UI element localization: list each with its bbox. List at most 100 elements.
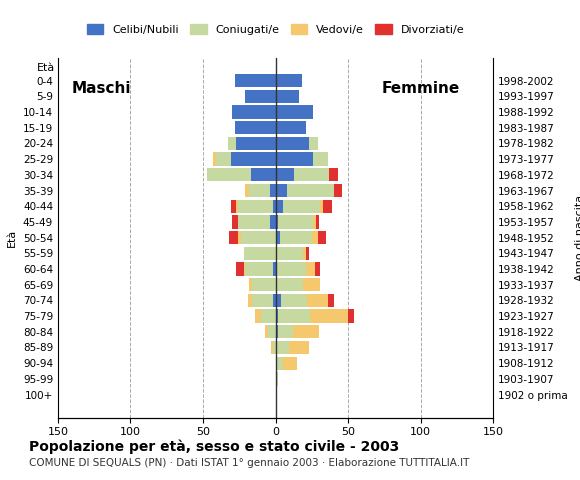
Bar [241, 231, 276, 244]
Bar [245, 90, 276, 103]
Bar [277, 278, 303, 291]
Bar [306, 247, 309, 260]
Bar [276, 341, 277, 354]
Bar [276, 263, 277, 276]
Bar [276, 357, 277, 370]
Bar [276, 247, 277, 260]
Bar [237, 263, 244, 276]
Bar [276, 372, 278, 385]
Bar [245, 263, 273, 276]
Bar [276, 153, 313, 166]
Bar [287, 184, 334, 197]
Bar [280, 231, 312, 244]
Bar [312, 231, 318, 244]
Bar [318, 231, 326, 244]
Bar [252, 278, 276, 291]
Text: Femmine: Femmine [382, 81, 459, 96]
Bar [229, 231, 238, 244]
Bar [238, 215, 270, 228]
Bar [277, 341, 289, 354]
Text: Popolazione per età, sesso e stato civile - 2003: Popolazione per età, sesso e stato civil… [29, 439, 399, 454]
Bar [277, 263, 306, 276]
Bar [310, 310, 348, 323]
Bar [270, 184, 275, 197]
Text: Maschi: Maschi [72, 81, 131, 96]
Bar [238, 231, 241, 244]
Bar [276, 310, 278, 323]
Bar [316, 215, 319, 228]
Bar [276, 105, 313, 119]
Bar [255, 310, 261, 323]
Bar [270, 215, 275, 228]
Bar [271, 341, 273, 354]
Bar [251, 168, 276, 181]
Bar [276, 278, 277, 291]
Bar [329, 168, 338, 181]
Bar [248, 294, 252, 307]
Bar [276, 231, 280, 244]
Bar [216, 153, 231, 166]
Bar [295, 168, 329, 181]
Bar [244, 247, 276, 260]
Bar [348, 310, 354, 323]
Bar [276, 215, 278, 228]
Bar [237, 137, 276, 150]
Legend: Celibi/Nubili, Coniugati/e, Vedovi/e, Divorziati/e: Celibi/Nubili, Coniugati/e, Vedovi/e, Di… [82, 20, 469, 40]
Bar [273, 294, 275, 307]
Bar [227, 137, 237, 150]
Bar [244, 263, 245, 276]
Bar [230, 200, 237, 213]
Bar [252, 294, 273, 307]
Bar [283, 357, 297, 370]
Bar [238, 200, 273, 213]
Bar [324, 200, 332, 213]
Bar [276, 121, 306, 134]
Text: COMUNE DI SEQUALS (PN) · Dati ISTAT 1° gennaio 2003 · Elaborazione TUTTITALIA.IT: COMUNE DI SEQUALS (PN) · Dati ISTAT 1° g… [29, 458, 469, 468]
Bar [289, 341, 309, 354]
Bar [313, 215, 316, 228]
Bar [314, 263, 320, 276]
Bar [232, 105, 276, 119]
Bar [276, 90, 299, 103]
Bar [273, 341, 275, 354]
Bar [276, 294, 281, 307]
Bar [303, 247, 306, 260]
Bar [278, 325, 293, 338]
Bar [277, 357, 283, 370]
Text: Età: Età [37, 63, 55, 73]
Bar [320, 200, 323, 213]
Bar [306, 263, 314, 276]
Bar [313, 153, 328, 166]
Bar [237, 200, 238, 213]
Bar [235, 121, 276, 134]
Bar [276, 137, 309, 150]
Y-axis label: Anno di nascita: Anno di nascita [575, 194, 580, 281]
Y-axis label: Età: Età [8, 228, 17, 247]
Bar [249, 278, 252, 291]
Bar [273, 263, 275, 276]
Bar [235, 74, 276, 87]
Bar [276, 325, 278, 338]
Bar [307, 294, 328, 307]
Bar [208, 168, 251, 181]
Bar [281, 294, 307, 307]
Bar [293, 325, 319, 338]
Bar [276, 74, 302, 87]
Bar [261, 310, 276, 323]
Bar [245, 184, 249, 197]
Bar [249, 184, 270, 197]
Bar [276, 184, 287, 197]
Bar [213, 153, 216, 166]
Bar [278, 310, 310, 323]
Bar [328, 294, 334, 307]
Bar [277, 247, 303, 260]
Bar [232, 215, 238, 228]
Bar [334, 184, 342, 197]
Bar [276, 168, 295, 181]
Bar [231, 153, 276, 166]
Bar [266, 325, 268, 338]
Bar [276, 388, 277, 401]
Bar [268, 325, 276, 338]
Bar [309, 137, 318, 150]
Bar [283, 200, 320, 213]
